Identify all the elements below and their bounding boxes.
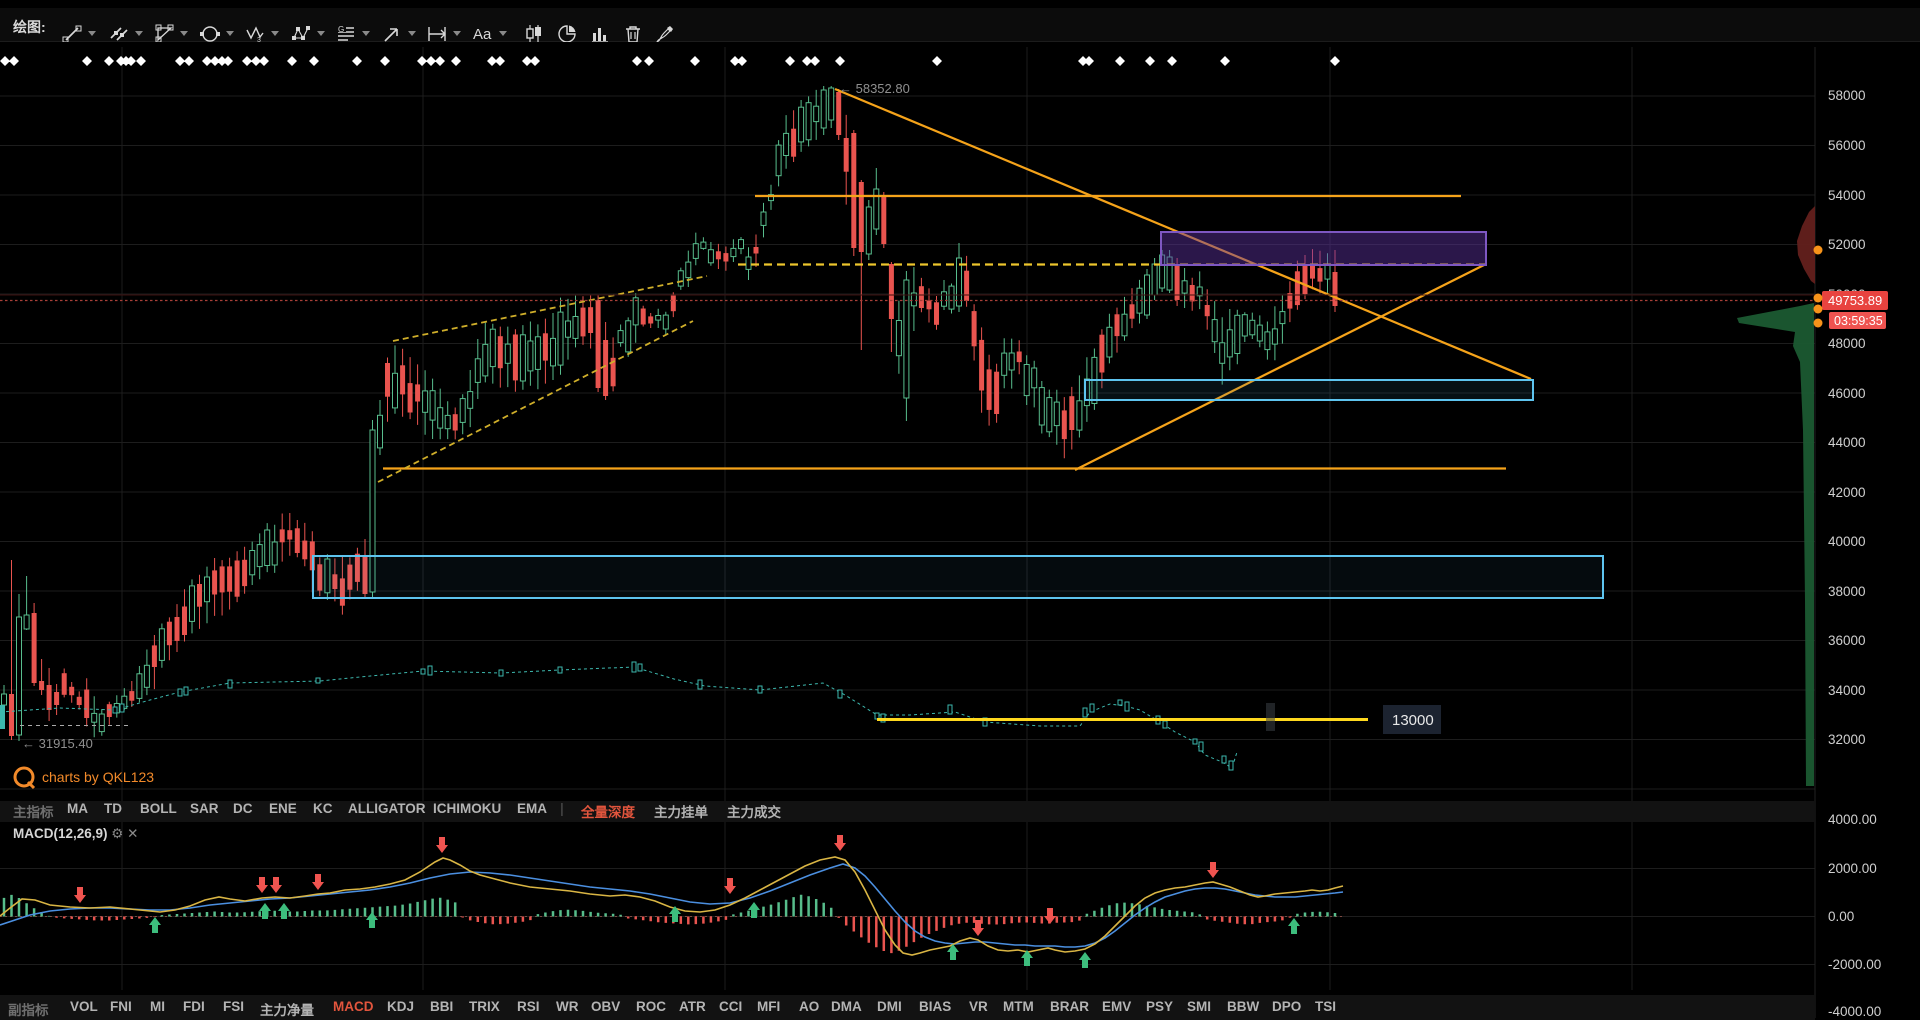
svg-text:charts by QKL123: charts by QKL123 <box>42 769 154 785</box>
svg-text:G: G <box>338 25 344 34</box>
svg-text:44000: 44000 <box>1828 435 1866 450</box>
svg-text:32000: 32000 <box>1828 732 1866 747</box>
svg-text:52000: 52000 <box>1828 237 1866 252</box>
svg-text:38000: 38000 <box>1828 584 1866 599</box>
svg-text:-4000.00: -4000.00 <box>1828 1004 1881 1019</box>
svg-text:Aa: Aa <box>473 26 492 42</box>
svg-text:2000.00: 2000.00 <box>1828 861 1877 876</box>
svg-text:58000: 58000 <box>1828 88 1866 103</box>
svg-text:← 58352.80: ← 58352.80 <box>839 81 910 96</box>
svg-text:42000: 42000 <box>1828 485 1866 500</box>
svg-text:48000: 48000 <box>1828 336 1866 351</box>
svg-text:-2000.00: -2000.00 <box>1828 957 1881 972</box>
svg-text:46000: 46000 <box>1828 386 1866 401</box>
svg-text:← 31915.40: ← 31915.40 <box>22 736 93 751</box>
svg-text:40000: 40000 <box>1828 534 1866 549</box>
svg-text:34000: 34000 <box>1828 683 1866 698</box>
svg-text:0.00: 0.00 <box>1828 909 1854 924</box>
svg-text:36000: 36000 <box>1828 633 1866 648</box>
svg-text:56000: 56000 <box>1828 138 1866 153</box>
svg-text:49753.89: 49753.89 <box>1828 293 1882 308</box>
svg-text:54000: 54000 <box>1828 188 1866 203</box>
svg-text:4000.00: 4000.00 <box>1828 812 1877 827</box>
svg-text:3: 3 <box>257 37 261 42</box>
svg-text:13000: 13000 <box>1392 712 1434 729</box>
svg-text:03:59:35: 03:59:35 <box>1834 314 1883 328</box>
